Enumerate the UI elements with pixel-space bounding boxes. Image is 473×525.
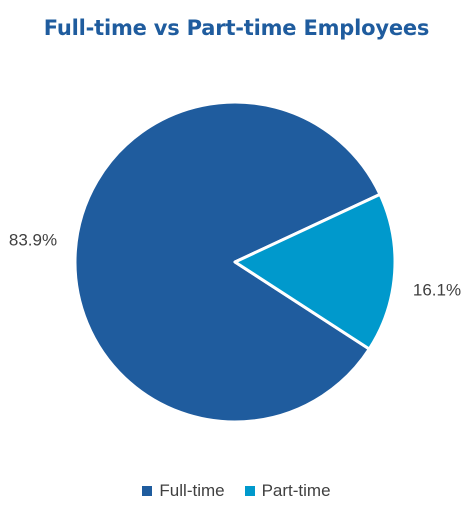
legend-swatch-part-time: [244, 486, 255, 496]
legend-item-part-time: Part-time: [244, 481, 331, 501]
data-label-full-time: 83.9%: [9, 230, 57, 249]
legend-item-full-time: Full-time: [142, 481, 225, 501]
chart-legend: Full-time Part-time: [0, 481, 473, 501]
data-label-part-time: 16.1%: [413, 280, 461, 299]
pie-slice-full-time: [73, 100, 382, 424]
legend-label-full-time: Full-time: [159, 481, 225, 500]
chart-title: Full-time vs Part-time Employees: [43, 16, 430, 40]
legend-label-part-time: Part-time: [261, 481, 331, 500]
legend-swatch-full-time: [142, 486, 153, 496]
pie-slice-part-time: [233, 192, 397, 351]
